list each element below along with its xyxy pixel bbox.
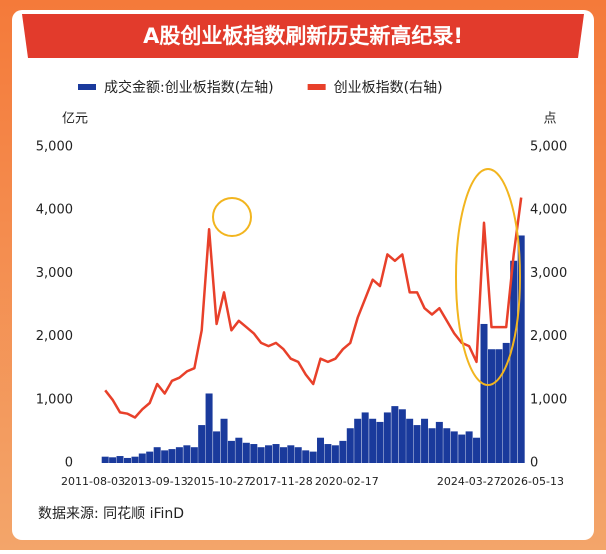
y2-tick-label: 1,000 <box>530 392 567 407</box>
bar <box>220 418 228 463</box>
bar <box>361 412 369 463</box>
bar <box>435 421 443 463</box>
bar <box>123 457 131 463</box>
bar <box>175 447 183 463</box>
y-tick-label: 2,000 <box>36 329 73 344</box>
bar <box>109 457 117 463</box>
bar <box>458 434 466 463</box>
bar <box>183 445 191 463</box>
bar <box>190 447 198 463</box>
title-banner <box>22 14 584 58</box>
legend-swatch <box>78 84 96 90</box>
bar <box>369 418 377 463</box>
x-tick-label: 2013-09-13 <box>124 475 188 488</box>
bar <box>465 431 473 463</box>
bar <box>272 444 280 463</box>
bar <box>383 412 391 463</box>
bar <box>428 428 436 463</box>
x-tick-label: 2017-11-28 <box>249 475 313 488</box>
bar <box>398 409 406 463</box>
bar <box>227 440 235 463</box>
y-tick-label: 4,000 <box>36 203 73 218</box>
legend-label: 创业板指数(右轴) <box>334 80 443 96</box>
bar <box>317 437 325 463</box>
bar <box>473 437 481 463</box>
bar <box>153 447 161 463</box>
bar <box>146 451 154 463</box>
legend-label: 成交金额:创业板指数(左轴) <box>104 79 274 96</box>
y2-tick-label: 3,000 <box>530 266 567 281</box>
bar <box>250 444 258 463</box>
y2-tick-label: 0 <box>530 456 538 471</box>
legend-swatch <box>307 84 326 90</box>
bar <box>205 393 213 463</box>
y2-tick-label: 4,000 <box>530 203 567 218</box>
bar <box>510 260 518 463</box>
bar <box>280 447 288 463</box>
x-tick-label: 2015-10-27 <box>187 475 251 488</box>
bar <box>391 406 399 463</box>
bar <box>213 431 221 463</box>
bar <box>502 342 510 463</box>
bar <box>443 428 451 463</box>
bar <box>495 349 503 463</box>
y2-tick-label: 5,000 <box>530 140 567 155</box>
x-tick-label: 2026-05-13 <box>500 475 564 488</box>
y-tick-label: 0 <box>65 456 73 471</box>
y2-tick-label: 2,000 <box>530 329 567 344</box>
x-tick-label: 2020-02-17 <box>315 475 379 488</box>
bar <box>168 449 176 463</box>
bar <box>354 418 362 463</box>
bar <box>116 456 124 463</box>
bar <box>324 444 332 463</box>
bar <box>161 450 169 463</box>
chart-title: A股创业板指数刷新历史新高纪录! <box>143 24 463 48</box>
bar <box>339 440 347 463</box>
bar <box>265 445 273 463</box>
source: 数据来源: 同花顺 iFinD <box>38 506 184 522</box>
y2-axis-label: 点 <box>543 112 556 127</box>
bar <box>309 451 317 463</box>
y-tick-label: 5,000 <box>36 140 73 155</box>
x-tick-label: 2011-08-03 <box>61 475 125 488</box>
bar <box>257 447 265 463</box>
bar <box>480 323 488 463</box>
highlight-circle <box>455 168 521 386</box>
bar <box>331 445 339 463</box>
bar <box>346 428 354 463</box>
bar <box>131 456 139 463</box>
bar <box>376 421 384 463</box>
bar <box>198 425 206 463</box>
bar <box>138 453 146 463</box>
bar <box>242 442 250 463</box>
bar <box>450 431 458 463</box>
bar <box>287 445 295 463</box>
bar <box>235 437 243 463</box>
bar <box>413 425 421 463</box>
y-tick-label: 1,000 <box>36 392 73 407</box>
y-axis-label: 亿元 <box>62 112 88 127</box>
highlight-circle <box>212 197 252 237</box>
bar <box>302 450 310 463</box>
line <box>104 197 523 419</box>
bar <box>487 349 495 463</box>
bar <box>294 447 302 463</box>
plot: 0 1,000 2,000 3,000 4,000 5,000 0 1,000 2,000 3,0… <box>36 79 567 488</box>
bar <box>517 235 525 463</box>
bar <box>421 418 429 463</box>
x-tick-label: 2024-03-27 <box>437 475 501 488</box>
bar <box>101 456 109 463</box>
card <box>12 10 594 540</box>
y-tick-label: 3,000 <box>36 266 73 281</box>
bar <box>406 418 414 463</box>
